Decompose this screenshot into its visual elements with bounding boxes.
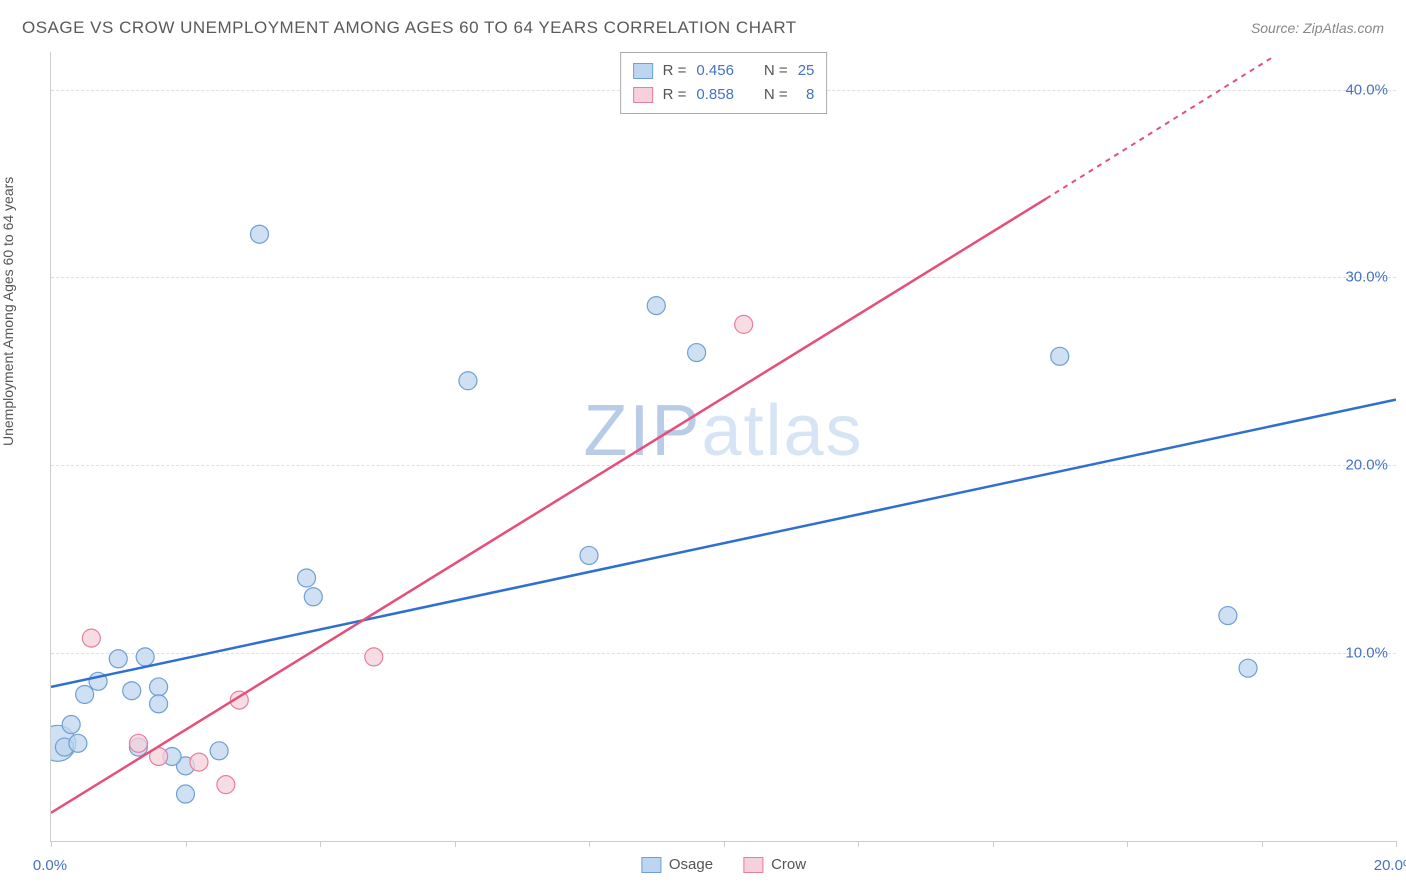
n-value-crow: 8: [798, 83, 815, 107]
data-point: [647, 297, 665, 315]
r-value-osage: 0.456: [696, 59, 734, 83]
x-tick: [993, 841, 994, 847]
scatter-plot-svg: [51, 52, 1396, 841]
crow-swatch-icon: [633, 87, 653, 103]
regression-line: [51, 400, 1396, 687]
data-point: [304, 588, 322, 606]
data-point: [76, 685, 94, 703]
data-point: [735, 315, 753, 333]
data-point: [69, 734, 87, 752]
data-point: [688, 344, 706, 362]
x-tick: [589, 841, 590, 847]
x-tick-label: 20.0%: [1374, 857, 1406, 874]
y-axis-label: Unemployment Among Ages 60 to 64 years: [0, 177, 16, 446]
osage-swatch-icon: [633, 63, 653, 79]
chart-title: OSAGE VS CROW UNEMPLOYMENT AMONG AGES 60…: [22, 18, 797, 38]
data-point: [1051, 347, 1069, 365]
data-point: [217, 776, 235, 794]
osage-swatch-icon: [641, 857, 661, 873]
data-point: [1219, 607, 1237, 625]
legend-item-crow: Crow: [743, 856, 806, 873]
data-point: [82, 629, 100, 647]
legend-row-osage: R = 0.456 N = 25: [633, 59, 815, 83]
legend-label-crow: Crow: [771, 856, 806, 873]
legend-row-crow: R = 0.858 N = 8: [633, 83, 815, 107]
x-tick-label: 0.0%: [33, 857, 67, 874]
correlation-legend: R = 0.456 N = 25 R = 0.858 N = 8: [620, 52, 828, 114]
data-point: [210, 742, 228, 760]
n-label: N =: [764, 59, 788, 83]
data-point: [580, 546, 598, 564]
x-tick: [186, 841, 187, 847]
data-point: [298, 569, 316, 587]
data-point: [129, 734, 147, 752]
legend-label-osage: Osage: [669, 856, 713, 873]
chart-plot-area: ZIPatlas R = 0.456 N = 25 R = 0.858 N = …: [50, 52, 1396, 842]
data-point: [1239, 659, 1257, 677]
data-point: [150, 678, 168, 696]
x-tick: [51, 841, 52, 847]
data-point: [190, 753, 208, 771]
crow-swatch-icon: [743, 857, 763, 873]
legend-item-osage: Osage: [641, 856, 713, 873]
data-point: [250, 225, 268, 243]
x-tick: [1127, 841, 1128, 847]
data-point: [62, 716, 80, 734]
data-point: [136, 648, 154, 666]
x-tick: [455, 841, 456, 847]
data-point: [365, 648, 383, 666]
n-label: N =: [764, 83, 788, 107]
n-value-osage: 25: [798, 59, 815, 83]
r-label: R =: [663, 83, 687, 107]
data-point: [123, 682, 141, 700]
data-point: [109, 650, 127, 668]
data-point: [459, 372, 477, 390]
x-tick: [1396, 841, 1397, 847]
x-tick: [320, 841, 321, 847]
series-legend: Osage Crow: [641, 856, 806, 873]
data-point: [177, 785, 195, 803]
r-label: R =: [663, 59, 687, 83]
source-attribution: Source: ZipAtlas.com: [1251, 20, 1384, 36]
r-value-crow: 0.858: [696, 83, 734, 107]
x-tick: [1262, 841, 1263, 847]
data-point: [150, 695, 168, 713]
x-tick: [858, 841, 859, 847]
x-tick: [724, 841, 725, 847]
regression-line-extrapolated: [1046, 56, 1275, 199]
